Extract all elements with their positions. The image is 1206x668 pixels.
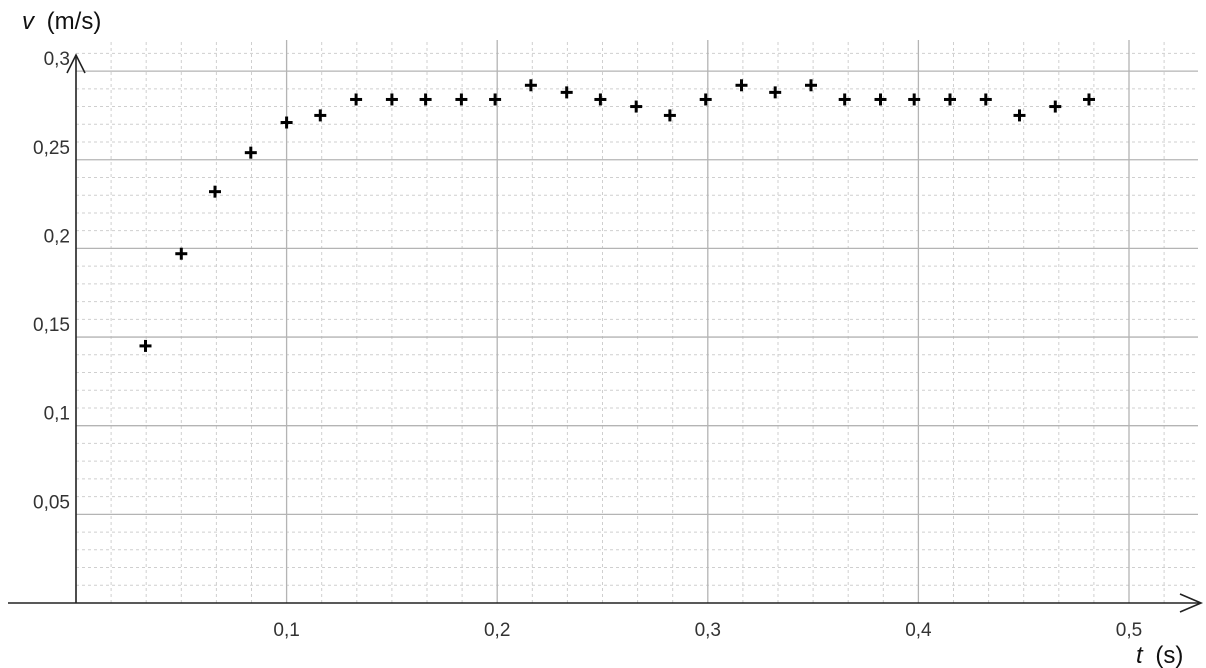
data-point [524, 79, 537, 92]
data-point [175, 247, 188, 260]
x-axis-unit: (s) [1155, 642, 1183, 668]
data-point [663, 109, 676, 122]
y-axis-symbol: v [22, 8, 36, 35]
x-axis-arrowhead [1179, 593, 1204, 613]
data-point [1049, 100, 1062, 113]
y-tick-label: 0,2 [44, 226, 70, 247]
data-point [280, 116, 293, 129]
data-point [139, 339, 152, 352]
y-tick-label: 0,15 [33, 315, 70, 336]
data-point [314, 109, 327, 122]
data-point [489, 93, 502, 106]
y-axis-arrowhead [66, 53, 86, 74]
data-point [350, 93, 363, 106]
data-point [908, 93, 921, 106]
data-points [139, 79, 1095, 352]
major-grid [76, 40, 1198, 603]
data-point [1013, 109, 1026, 122]
data-point [699, 93, 712, 106]
data-point [735, 79, 748, 92]
x-tick-label: 0,4 [905, 620, 932, 641]
data-point [630, 100, 643, 113]
y-tick-label: 0,05 [33, 492, 70, 513]
x-tick-label: 0,3 [695, 620, 721, 641]
y-axis-title: v (m/s) [22, 8, 101, 35]
x-tick-label: 0,2 [484, 620, 510, 641]
y-tick-label: 0,25 [33, 138, 70, 159]
data-point [1082, 93, 1095, 106]
y-axis-unit: (m/s) [47, 8, 102, 35]
minor-grid [76, 40, 1198, 603]
x-axis-symbol: t [1136, 642, 1144, 668]
data-point [560, 86, 573, 99]
data-point [208, 185, 221, 198]
axes [8, 53, 1204, 613]
data-point [838, 93, 851, 106]
data-point [874, 93, 887, 106]
data-point [419, 93, 432, 106]
data-point [594, 93, 607, 106]
y-tick-label: 0,3 [44, 49, 70, 70]
y-tick-label: 0,1 [44, 404, 70, 425]
x-axis-title: t (s) [1136, 642, 1183, 668]
data-point [769, 86, 782, 99]
data-point [979, 93, 992, 106]
data-point [244, 146, 257, 159]
data-point [385, 93, 398, 106]
data-point [455, 93, 468, 106]
data-point [804, 79, 817, 92]
y-tick-labels: 0,05 0,1 0,15 0,2 0,25 0,3 [33, 49, 70, 513]
data-point [943, 93, 956, 106]
x-tick-labels: 0,1 0,2 0,3 0,4 0,5 [273, 620, 1142, 641]
x-tick-label: 0,1 [273, 620, 299, 641]
x-tick-label: 0,5 [1116, 620, 1142, 641]
